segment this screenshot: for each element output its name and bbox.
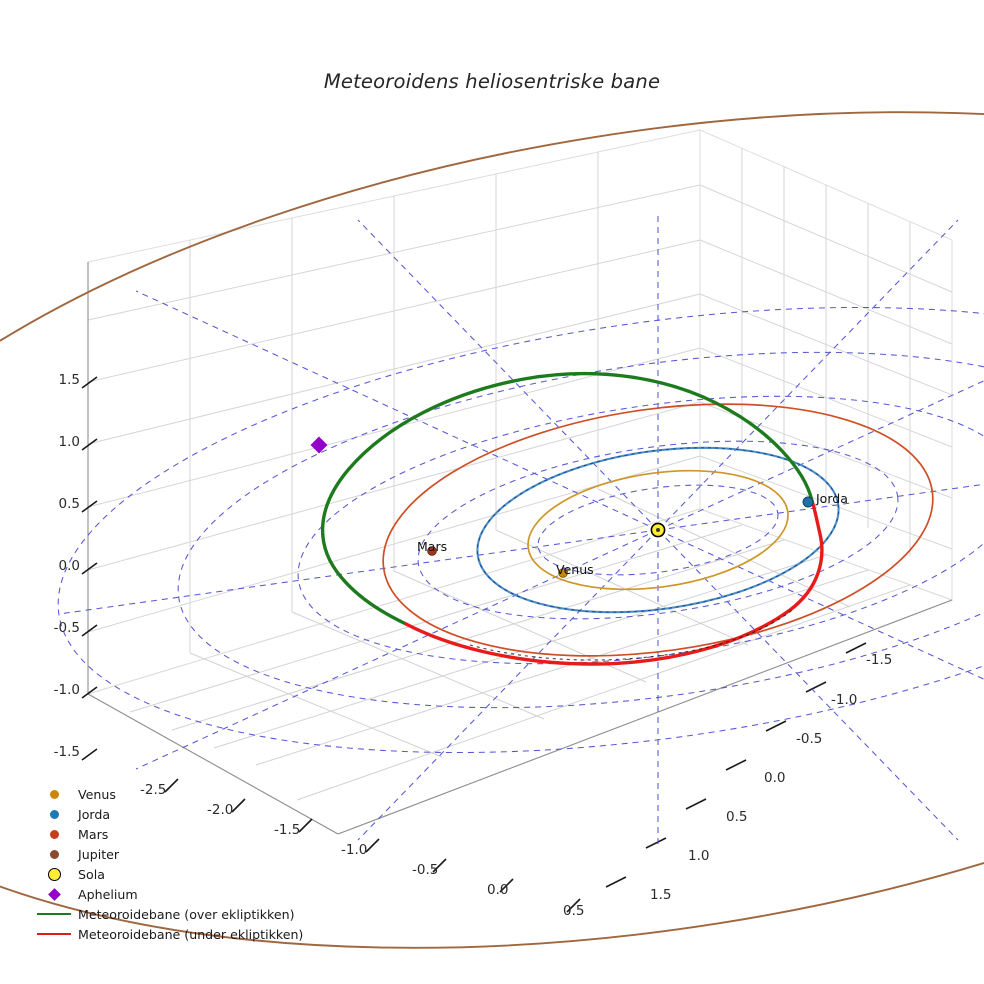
legend-label-aphelium: Aphelium [78, 886, 138, 902]
legend-label-mars: Mars [78, 826, 109, 842]
x-tick-label-1: -2.0 [207, 802, 234, 818]
label-mars: Mars [417, 539, 448, 554]
meteoroid-orbit-projection-dash [469, 607, 796, 661]
label-venus: Venus [556, 562, 594, 577]
mars-dot-icon [30, 829, 78, 839]
meteoroid-orbit-above-ecliptic [321, 371, 814, 626]
x-tick-marks [164, 778, 581, 913]
z-tick-marks [81, 376, 98, 761]
polar-grid-ecliptic [57, 214, 984, 846]
legend-item-sola[interactable]: Sola [30, 864, 330, 884]
sola-marker [650, 522, 666, 538]
venus-dot-icon [30, 789, 78, 799]
x-tick-label-5: 0.0 [487, 882, 509, 898]
z-tick-label-6: -1.5 [53, 744, 80, 760]
legend-item-jorda[interactable]: Jorda [30, 804, 330, 824]
legend: Venus Jorda Mars Jupiter Sola [30, 784, 330, 944]
z-tick-label-5: -1.0 [53, 682, 80, 698]
y-tick-label-1: -1.0 [831, 692, 858, 708]
y-tick-label-5: 1.0 [688, 848, 710, 864]
orbit-venus [527, 469, 789, 591]
x-tick-label-4: -0.5 [412, 862, 439, 878]
mars-marker [427, 546, 437, 556]
label-jorda: Jorda [816, 491, 848, 506]
plot-title: Meteoroidens heliosentriske bane [323, 70, 661, 93]
legend-label-jorda: Jorda [78, 806, 111, 822]
y-tick-label-3: 0.0 [764, 770, 786, 786]
green-line-icon [30, 912, 78, 916]
legend-item-meteoroid-below[interactable]: Meteoroidebane (under ekliptikken) [30, 924, 330, 944]
legend-item-meteoroid-above[interactable]: Meteoroidebane (over ekliptikken) [30, 904, 330, 924]
polar-grid-spokes [58, 214, 984, 846]
z-tick-label-2: 0.5 [58, 496, 80, 512]
y-tick-marks [605, 642, 867, 888]
sola-dot-icon [30, 867, 78, 881]
z-tick-label-3: 0.0 [58, 558, 80, 574]
x-tick-label-6: 0.5 [563, 903, 585, 919]
y-tick-label-4: 0.5 [726, 809, 748, 825]
axis-lines [87, 262, 953, 835]
z-tick-label-4: -0.5 [53, 620, 80, 636]
pane-grid-back-left [87, 129, 701, 695]
jorda-dot-icon [30, 809, 78, 819]
pane-grid-back-right [699, 129, 953, 601]
legend-item-mars[interactable]: Mars [30, 824, 330, 844]
z-tick-label-1: 1.0 [58, 434, 80, 450]
x-tick-label-3: -1.0 [341, 842, 368, 858]
y-tick-label-0: -1.5 [866, 652, 893, 668]
legend-label-venus: Venus [78, 786, 116, 802]
orbit-jorda [476, 446, 840, 614]
legend-label-sola: Sola [78, 866, 105, 882]
legend-label-meteoroid-below: Meteoroidebane (under ekliptikken) [78, 926, 304, 942]
legend-item-aphelium[interactable]: Aphelium [30, 884, 330, 904]
jupiter-dot-icon [30, 849, 78, 859]
orbit-mars [382, 403, 934, 657]
aphelium-diamond-icon [30, 887, 78, 901]
z-tick-label-0: 1.5 [58, 372, 80, 388]
red-line-icon [30, 932, 78, 936]
legend-item-jupiter[interactable]: Jupiter [30, 844, 330, 864]
venus-marker [558, 568, 568, 578]
legend-label-jupiter: Jupiter [78, 846, 120, 862]
legend-label-meteoroid-above: Meteoroidebane (over ekliptikken) [78, 906, 295, 922]
orbit-meteoroid [321, 371, 824, 666]
y-tick-label-2: -0.5 [796, 731, 823, 747]
jorda-marker [802, 496, 814, 508]
y-tick-label-6: 1.5 [650, 887, 672, 903]
x-tick-label-0: -2.5 [140, 782, 167, 798]
legend-item-venus[interactable]: Venus [30, 784, 330, 804]
aphelium-marker [310, 436, 328, 454]
x-tick-label-2: -1.5 [274, 822, 301, 838]
